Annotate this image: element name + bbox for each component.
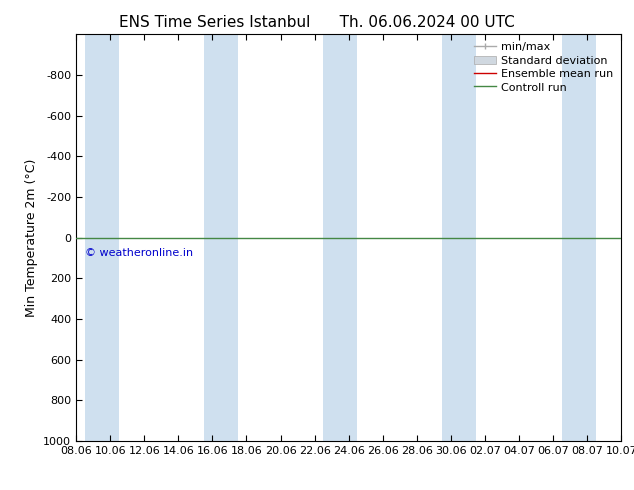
- Bar: [323, 34, 357, 441]
- Y-axis label: Min Temperature 2m (°C): Min Temperature 2m (°C): [25, 158, 37, 317]
- Bar: [84, 34, 119, 441]
- Text: ENS Time Series Istanbul      Th. 06.06.2024 00 UTC: ENS Time Series Istanbul Th. 06.06.2024 …: [119, 15, 515, 30]
- Bar: [443, 34, 477, 441]
- Text: © weatheronline.in: © weatheronline.in: [84, 248, 193, 258]
- Legend: min/max, Standard deviation, Ensemble mean run, Controll run: min/max, Standard deviation, Ensemble me…: [469, 38, 618, 97]
- Bar: [204, 34, 238, 441]
- Bar: [562, 34, 596, 441]
